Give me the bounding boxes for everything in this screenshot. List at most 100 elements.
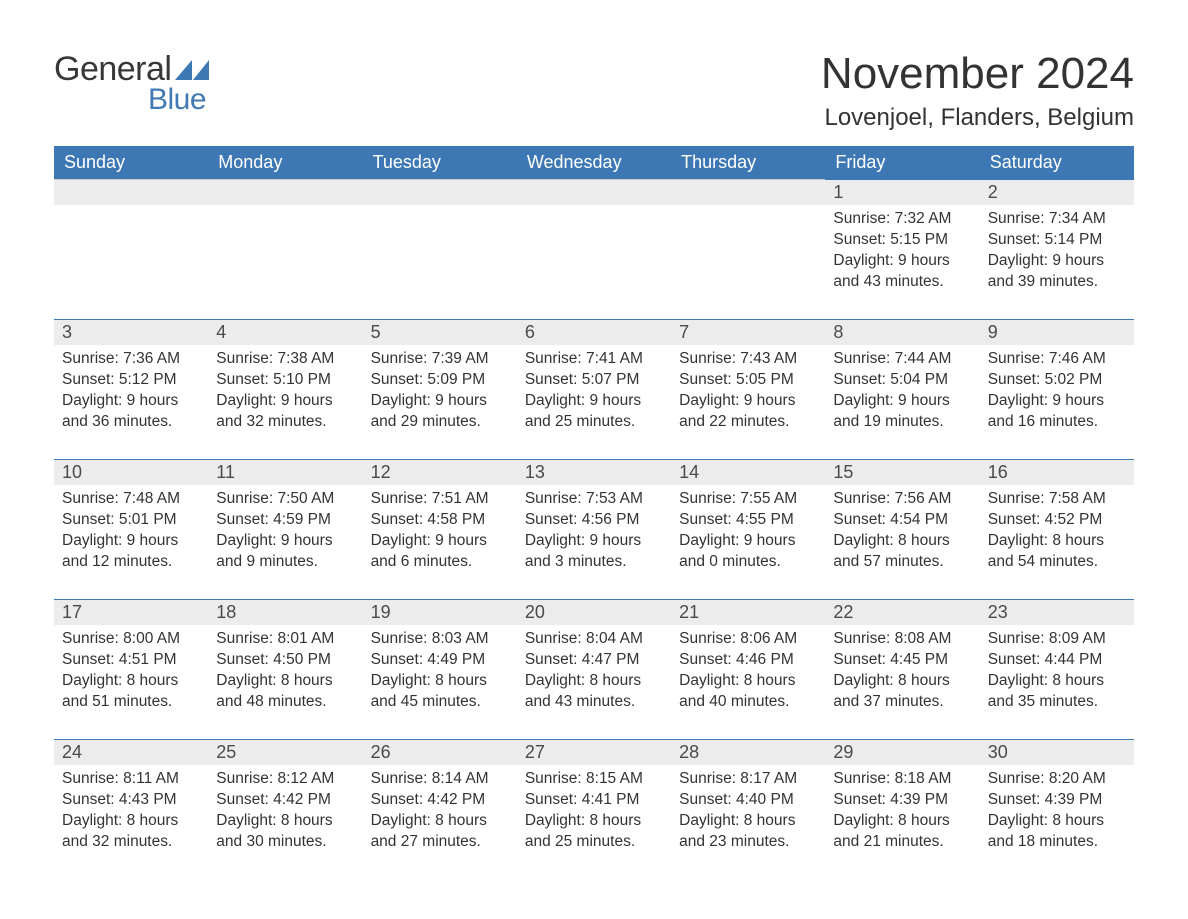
calendar-cell: 21Sunrise: 8:06 AMSunset: 4:46 PMDayligh…: [671, 599, 825, 739]
day-sunrise: Sunrise: 8:00 AM: [62, 629, 200, 650]
day-sunrise: Sunrise: 8:04 AM: [525, 629, 663, 650]
day-daylight2: and 18 minutes.: [988, 832, 1126, 853]
day-sunrise: Sunrise: 7:48 AM: [62, 489, 200, 510]
day-sunrise: Sunrise: 7:58 AM: [988, 489, 1126, 510]
day-sunrise: Sunrise: 7:32 AM: [833, 209, 971, 230]
day-body: Sunrise: 7:34 AMSunset: 5:14 PMDaylight:…: [980, 205, 1134, 297]
day-sunset: Sunset: 4:52 PM: [988, 510, 1126, 531]
day-sunrise: Sunrise: 7:50 AM: [216, 489, 354, 510]
day-body: [363, 205, 517, 297]
calendar-cell: 17Sunrise: 8:00 AMSunset: 4:51 PMDayligh…: [54, 599, 208, 739]
day-body: Sunrise: 8:01 AMSunset: 4:50 PMDaylight:…: [208, 625, 362, 717]
day-sunrise: Sunrise: 8:01 AM: [216, 629, 354, 650]
day-daylight1: Daylight: 9 hours: [833, 251, 971, 272]
day-sunset: Sunset: 5:01 PM: [62, 510, 200, 531]
day-number: 2: [980, 179, 1134, 205]
day-sunset: Sunset: 4:39 PM: [833, 790, 971, 811]
calendar-cell: [208, 179, 362, 319]
calendar-cell: 12Sunrise: 7:51 AMSunset: 4:58 PMDayligh…: [363, 459, 517, 599]
calendar-grid: SundayMondayTuesdayWednesdayThursdayFrid…: [54, 146, 1134, 879]
day-daylight1: Daylight: 8 hours: [216, 811, 354, 832]
day-daylight2: and 35 minutes.: [988, 692, 1126, 713]
day-daylight1: Daylight: 8 hours: [988, 531, 1126, 552]
day-number: 19: [363, 599, 517, 625]
day-daylight1: Daylight: 8 hours: [62, 671, 200, 692]
day-sunrise: Sunrise: 7:36 AM: [62, 349, 200, 370]
day-sunset: Sunset: 4:43 PM: [62, 790, 200, 811]
day-sunrise: Sunrise: 8:15 AM: [525, 769, 663, 790]
day-body: Sunrise: 8:04 AMSunset: 4:47 PMDaylight:…: [517, 625, 671, 717]
day-daylight2: and 29 minutes.: [371, 412, 509, 433]
day-number: 11: [208, 459, 362, 485]
day-body: [208, 205, 362, 297]
day-body: Sunrise: 7:39 AMSunset: 5:09 PMDaylight:…: [363, 345, 517, 437]
day-daylight2: and 25 minutes.: [525, 832, 663, 853]
day-body: Sunrise: 7:50 AMSunset: 4:59 PMDaylight:…: [208, 485, 362, 577]
day-header: Saturday: [980, 146, 1134, 179]
day-daylight2: and 19 minutes.: [833, 412, 971, 433]
day-daylight1: Daylight: 9 hours: [62, 391, 200, 412]
day-sunrise: Sunrise: 7:39 AM: [371, 349, 509, 370]
day-number: 14: [671, 459, 825, 485]
day-header: Friday: [825, 146, 979, 179]
day-sunset: Sunset: 4:39 PM: [988, 790, 1126, 811]
day-sunrise: Sunrise: 8:12 AM: [216, 769, 354, 790]
day-daylight2: and 36 minutes.: [62, 412, 200, 433]
day-daylight2: and 22 minutes.: [679, 412, 817, 433]
day-daylight1: Daylight: 8 hours: [988, 811, 1126, 832]
day-number: 7: [671, 319, 825, 345]
day-sunrise: Sunrise: 8:18 AM: [833, 769, 971, 790]
calendar-cell: 9Sunrise: 7:46 AMSunset: 5:02 PMDaylight…: [980, 319, 1134, 459]
calendar-cell: 24Sunrise: 8:11 AMSunset: 4:43 PMDayligh…: [54, 739, 208, 879]
header: General Blue November 2024 Lovenjoel, Fl…: [54, 50, 1134, 132]
day-sunset: Sunset: 4:55 PM: [679, 510, 817, 531]
day-body: Sunrise: 8:11 AMSunset: 4:43 PMDaylight:…: [54, 765, 208, 857]
day-number: 30: [980, 739, 1134, 765]
day-daylight2: and 0 minutes.: [679, 552, 817, 573]
logo-text-blue: Blue: [54, 83, 206, 117]
calendar-cell: 27Sunrise: 8:15 AMSunset: 4:41 PMDayligh…: [517, 739, 671, 879]
day-sunrise: Sunrise: 7:34 AM: [988, 209, 1126, 230]
day-body: Sunrise: 7:43 AMSunset: 5:05 PMDaylight:…: [671, 345, 825, 437]
day-body: Sunrise: 7:58 AMSunset: 4:52 PMDaylight:…: [980, 485, 1134, 577]
day-daylight2: and 32 minutes.: [62, 832, 200, 853]
day-daylight1: Daylight: 8 hours: [525, 671, 663, 692]
day-daylight2: and 27 minutes.: [371, 832, 509, 853]
day-number: 6: [517, 319, 671, 345]
day-daylight2: and 43 minutes.: [833, 272, 971, 293]
day-number: 3: [54, 319, 208, 345]
day-sunrise: Sunrise: 8:20 AM: [988, 769, 1126, 790]
calendar-cell: 8Sunrise: 7:44 AMSunset: 5:04 PMDaylight…: [825, 319, 979, 459]
day-daylight2: and 57 minutes.: [833, 552, 971, 573]
day-body: [54, 205, 208, 297]
day-number: 18: [208, 599, 362, 625]
day-body: Sunrise: 8:18 AMSunset: 4:39 PMDaylight:…: [825, 765, 979, 857]
day-number: 29: [825, 739, 979, 765]
day-number: 20: [517, 599, 671, 625]
day-daylight2: and 16 minutes.: [988, 412, 1126, 433]
calendar-cell: [517, 179, 671, 319]
calendar-cell: 30Sunrise: 8:20 AMSunset: 4:39 PMDayligh…: [980, 739, 1134, 879]
day-daylight2: and 25 minutes.: [525, 412, 663, 433]
day-daylight2: and 9 minutes.: [216, 552, 354, 573]
day-daylight1: Daylight: 9 hours: [833, 391, 971, 412]
day-body: Sunrise: 7:38 AMSunset: 5:10 PMDaylight:…: [208, 345, 362, 437]
day-daylight1: Daylight: 8 hours: [525, 811, 663, 832]
calendar-cell: 6Sunrise: 7:41 AMSunset: 5:07 PMDaylight…: [517, 319, 671, 459]
calendar-cell: 1Sunrise: 7:32 AMSunset: 5:15 PMDaylight…: [825, 179, 979, 319]
day-number: 15: [825, 459, 979, 485]
calendar-cell: 25Sunrise: 8:12 AMSunset: 4:42 PMDayligh…: [208, 739, 362, 879]
day-sunset: Sunset: 5:10 PM: [216, 370, 354, 391]
day-body: Sunrise: 8:20 AMSunset: 4:39 PMDaylight:…: [980, 765, 1134, 857]
day-header: Wednesday: [517, 146, 671, 179]
day-daylight2: and 12 minutes.: [62, 552, 200, 573]
day-header: Sunday: [54, 146, 208, 179]
calendar-cell: 5Sunrise: 7:39 AMSunset: 5:09 PMDaylight…: [363, 319, 517, 459]
day-number: 12: [363, 459, 517, 485]
day-daylight2: and 21 minutes.: [833, 832, 971, 853]
day-daylight2: and 32 minutes.: [216, 412, 354, 433]
day-daylight1: Daylight: 9 hours: [988, 251, 1126, 272]
day-daylight1: Daylight: 9 hours: [525, 531, 663, 552]
day-sunrise: Sunrise: 7:51 AM: [371, 489, 509, 510]
day-sunset: Sunset: 4:41 PM: [525, 790, 663, 811]
